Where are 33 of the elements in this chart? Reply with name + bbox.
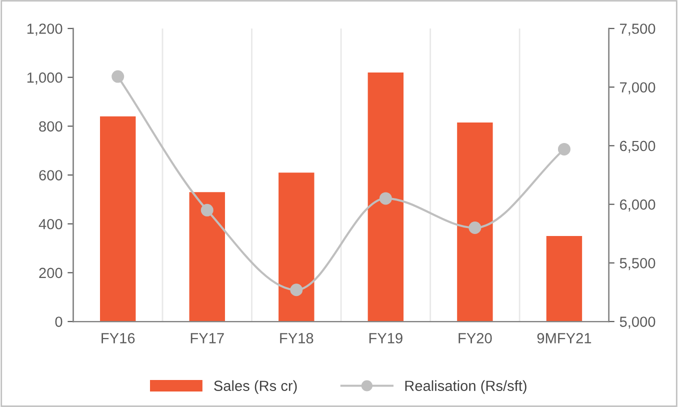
y-tick-label: 1,000 [27,72,62,84]
bar [368,72,404,322]
point [468,222,482,234]
x-tick-label: FY20 [458,333,492,344]
point [112,70,124,83]
point [290,284,303,296]
y2-tick-label: 5,000 [620,316,656,329]
y2-tick-label: 5,500 [620,258,656,270]
y-tick-label: 200 [39,268,62,278]
y-tick-label: 0 [55,316,62,327]
legend-label: Sales (Rs cr) [214,380,297,394]
bar [189,192,225,322]
y2-tick-label: 6,000 [620,199,656,212]
bar [100,116,136,322]
y2-tick-label: 7,500 [620,24,656,36]
point [379,192,392,205]
x-tick-label: FY17 [190,333,224,344]
bar [457,122,493,322]
x-tick-label: FY19 [369,333,402,344]
x-tick-label: 9MFY21 [537,333,592,344]
bar [278,172,314,322]
x-tick-label: FY16 [102,333,135,344]
y-tick-label: 600 [39,170,62,180]
point [200,204,214,216]
x-tick-label: FY18 [280,333,314,344]
legend-label: Realisation (Rs/sft) [405,380,526,394]
y2-tick-label: 7,000 [620,82,656,94]
y-tick-label: 1,200 [27,24,62,36]
point [558,142,570,156]
bar [546,236,582,322]
y-tick-label: 400 [38,218,62,230]
y-tick-label: 800 [39,121,62,132]
y2-tick-label: 6,500 [620,140,656,153]
